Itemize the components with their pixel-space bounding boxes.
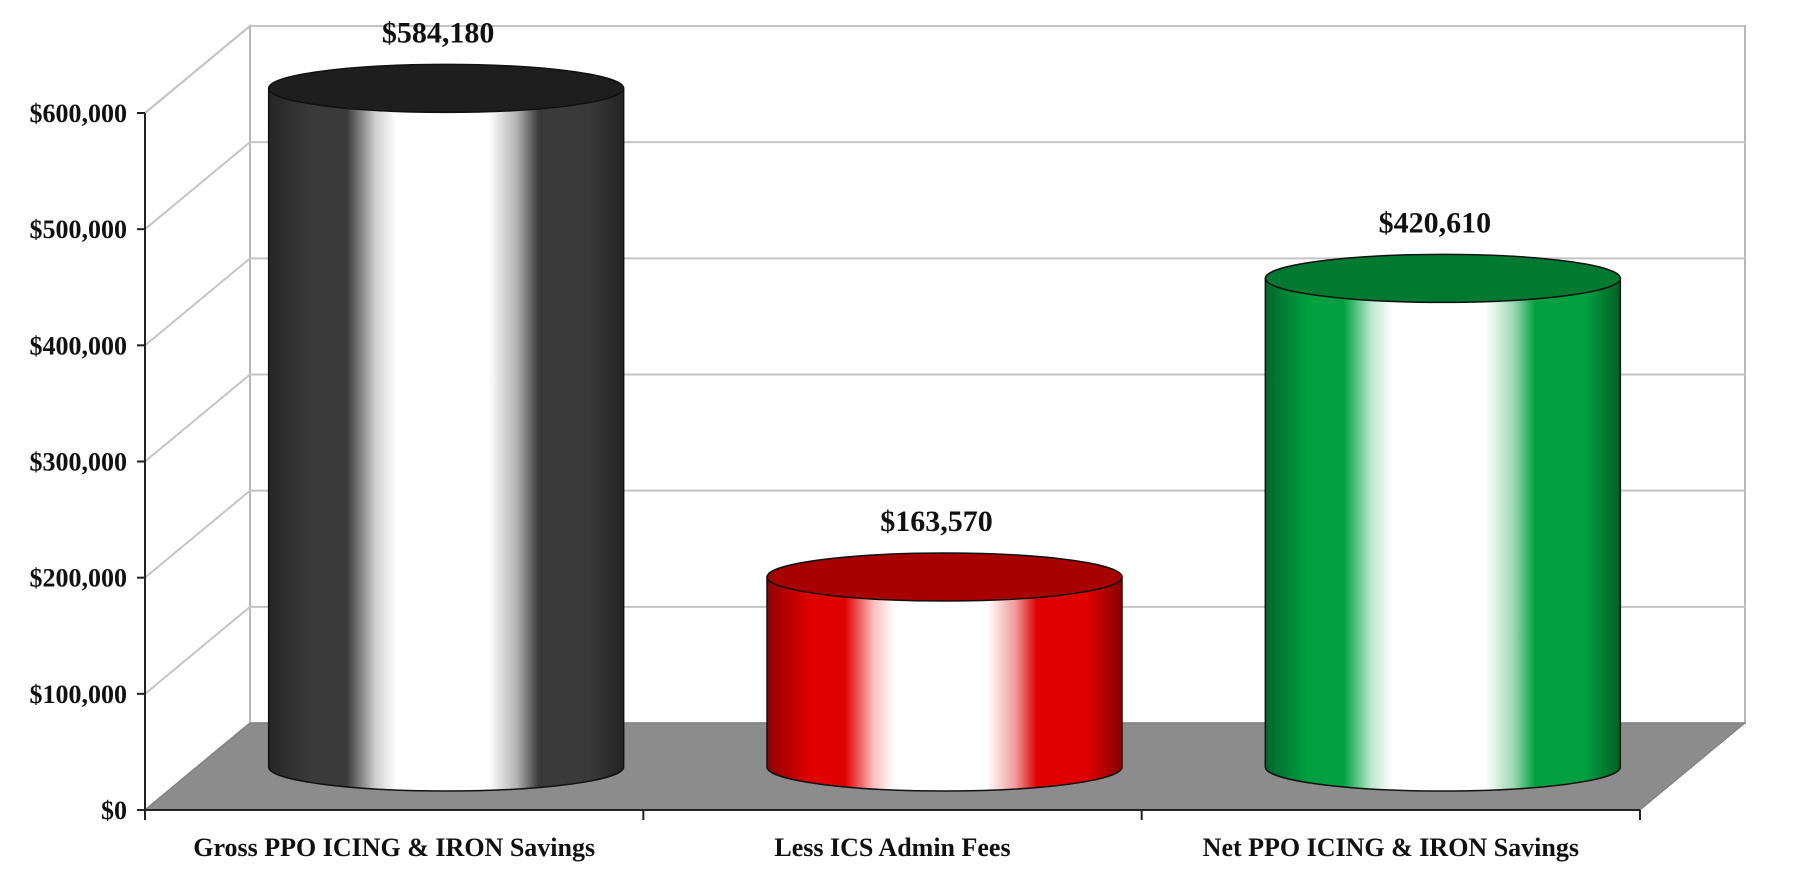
bar xyxy=(267,63,625,792)
bar-body xyxy=(1264,277,1622,792)
bar xyxy=(1264,253,1622,792)
y-tick-label: $0 xyxy=(101,796,127,825)
data-label: $584,180 xyxy=(382,16,495,49)
gridline-side xyxy=(144,25,251,114)
bar-top xyxy=(267,63,625,114)
axes: $0 $100,000 $200,000 $300,000 $400,000 $500,0… xyxy=(30,99,1641,862)
gridline-side xyxy=(144,489,251,579)
x-tick-label: Gross PPO ICING & IRON Savings xyxy=(193,833,595,862)
bar-body xyxy=(267,87,625,792)
data-labels: $584,180 $163,570 $420,610 xyxy=(382,16,1491,538)
y-tick-label: $600,000 xyxy=(30,99,128,128)
gridline-side xyxy=(144,373,251,463)
gridline-side xyxy=(144,606,251,695)
bar xyxy=(766,552,1123,792)
gridline-side xyxy=(144,257,251,347)
bar-top xyxy=(766,552,1123,602)
data-label: $420,610 xyxy=(1379,206,1492,239)
y-tick-label: $200,000 xyxy=(30,564,128,593)
gridline-side xyxy=(144,141,251,230)
data-label: $163,570 xyxy=(880,505,993,538)
bars xyxy=(267,63,1622,792)
bar-top xyxy=(1264,253,1622,304)
bar-body xyxy=(766,576,1123,792)
y-tick-label: $100,000 xyxy=(30,680,128,709)
y-tick-label: $500,000 xyxy=(30,215,128,244)
y-tick-label: $300,000 xyxy=(30,448,128,477)
x-tick-label: Net PPO ICING & IRON Savings xyxy=(1203,833,1579,862)
y-tick-label: $400,000 xyxy=(30,331,128,360)
x-tick-label: Less ICS Admin Fees xyxy=(774,833,1010,862)
